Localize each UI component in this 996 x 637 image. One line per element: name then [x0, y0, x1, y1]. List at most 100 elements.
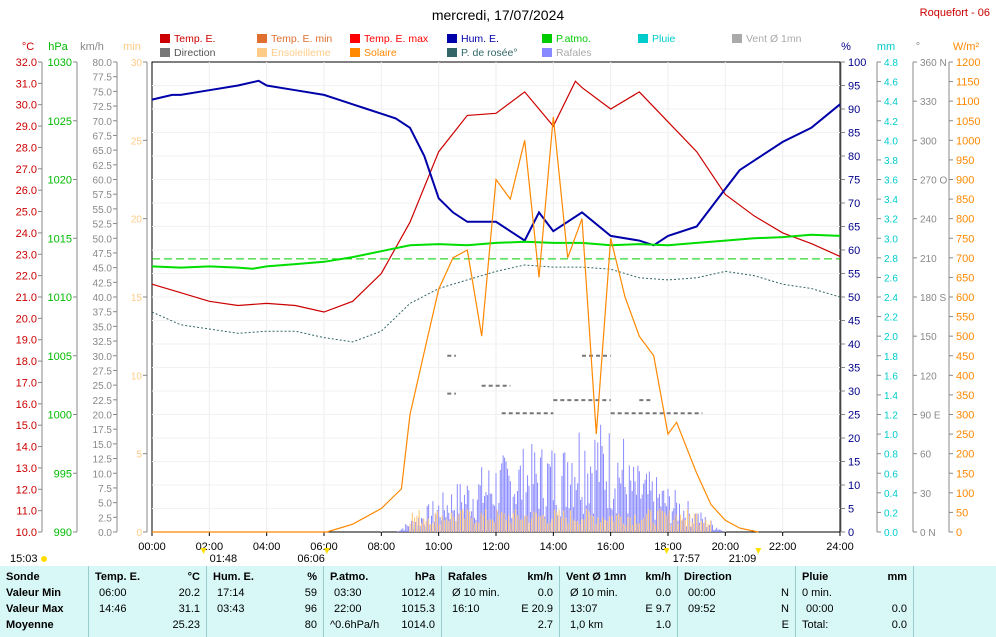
tick-label-temp: 19.0	[16, 335, 37, 347]
legend-label: Rafales	[556, 47, 592, 59]
hum-unit: %	[307, 571, 317, 583]
tick-label-solar: 400	[956, 370, 974, 382]
tick-label-wind: 70.0	[93, 117, 113, 128]
legend-swatch	[350, 48, 360, 57]
tick-label-temp: 26.0	[16, 185, 37, 197]
tick-label-rain: 0.4	[884, 489, 898, 500]
axes: 10.0 11.0 12.0 13.0 14.0 15.0 16.0 17.0 18.0 19.0…	[16, 57, 981, 553]
tmin-marker-icon	[200, 548, 207, 554]
x-tick-label: 08:00	[368, 541, 396, 553]
tick-label-pressure: 1020	[48, 175, 72, 187]
day-length-label: 15:03	[10, 553, 38, 565]
tick-label-wind: 60.0	[93, 176, 113, 187]
series-solaire	[152, 116, 759, 533]
tick-label-wind: 12.5	[93, 455, 113, 466]
series-temp-e-	[151, 80, 841, 313]
tick-label-solar: 0	[956, 527, 962, 539]
tick-label-humidity: 10	[848, 480, 860, 492]
x-tick-label: 04:00	[253, 541, 281, 553]
tick-label-temp: 24.0	[16, 228, 37, 240]
tick-label-direction: 330	[920, 97, 937, 108]
wind-title: Vent Ø 1mn	[566, 571, 627, 583]
legend-swatch	[638, 34, 648, 43]
legend-label: Temp. E. min	[271, 33, 332, 45]
tick-label-temp: 16.0	[16, 399, 37, 411]
tick-label-rain: 4.8	[884, 58, 898, 69]
tmin-marker-label: 01:48	[210, 553, 238, 565]
tick-label-humidity: 75	[848, 175, 860, 187]
tick-label-humidity: 70	[848, 198, 860, 210]
sun-markers: 06:06 21:09 01:48 17:57 15:03	[10, 548, 762, 565]
row-label-avg: Moyenne	[6, 619, 54, 631]
tick-label-wind: 5.0	[98, 499, 112, 510]
tick-label-solar: 600	[956, 292, 974, 304]
legend-label: Hum. E.	[461, 33, 499, 45]
tick-label-direction: 120	[920, 371, 937, 382]
tick-label-humidity: 35	[848, 363, 860, 375]
tick-label-wind: 80.0	[93, 58, 113, 69]
tick-label-sun_min: 30	[131, 58, 143, 69]
summary-dir: Direction 00:00 N 09:52 N E	[678, 566, 796, 637]
tick-label-wind: 67.5	[93, 131, 113, 142]
tick-label-wind: 65.0	[93, 146, 113, 157]
tick-label-humidity: 95	[848, 81, 860, 93]
tick-label-wind: 40.0	[93, 293, 113, 304]
tick-label-rain: 2.0	[884, 332, 898, 343]
summary-rain: Pluie mm 0 min. 00:00 0.0 Total: 0.0	[796, 566, 914, 637]
tick-label-temp: 28.0	[16, 142, 37, 154]
tick-label-humidity: 65	[848, 222, 860, 234]
tick-label-solar: 350	[956, 390, 974, 402]
axis-unit-label: °C	[22, 41, 34, 53]
tick-label-direction: 150	[920, 332, 937, 343]
tick-label-temp: 30.0	[16, 100, 37, 112]
tick-label-wind: 2.5	[98, 513, 112, 524]
axis-unit-label: hPa	[48, 41, 68, 53]
temp-min: 20.2	[178, 587, 200, 599]
tick-label-direction: 270 O	[920, 176, 947, 187]
tick-label-wind: 35.0	[93, 322, 113, 333]
tick-label-temp: 22.0	[16, 271, 37, 283]
rain-unit: mm	[887, 571, 907, 583]
tmax-marker-icon	[663, 548, 670, 554]
legend-swatch	[160, 48, 170, 57]
tick-label-rain: 1.8	[884, 352, 898, 363]
chart-legend: Temp. E. Temp. E. min Temp. E. max Hum. E. P…	[160, 33, 802, 59]
wind-max: E 9.7	[645, 603, 671, 615]
hum-min-time: 17:14	[217, 587, 245, 599]
tick-label-rain: 3.0	[884, 234, 898, 245]
weather-chart: mercredi, 17/07/2024 Roquefort - 06 Temp…	[10, 7, 990, 565]
hum-max: 96	[304, 603, 317, 615]
tick-label-solar: 1100	[956, 96, 980, 108]
dir-avg: E	[781, 619, 789, 631]
tick-label-humidity: 45	[848, 316, 860, 328]
wind-max-time: 13:07	[570, 603, 598, 615]
summary-gust: Rafales km/h Ø 10 min. 0.0 16:10 E 20.9 …	[442, 566, 560, 637]
tick-label-wind: 62.5	[93, 161, 113, 172]
tick-label-direction: 30	[920, 489, 932, 500]
tick-label-humidity: 80	[848, 151, 860, 163]
gust-max: E 20.9	[521, 603, 553, 615]
tick-label-direction: 210	[920, 254, 937, 265]
summary-temp: Temp. E. °C 06:00 20.2 14:46 31.1 25.23	[89, 566, 207, 637]
legend-label: Vent Ø 1mn	[746, 33, 802, 45]
tick-label-rain: 2.6	[884, 273, 898, 284]
tick-label-direction: 90 E	[920, 411, 941, 422]
x-tick-label: 20:00	[712, 541, 740, 553]
tick-label-sun_min: 5	[136, 450, 142, 461]
legend-swatch	[257, 48, 267, 57]
legend-label: Direction	[174, 47, 216, 59]
sun-icon	[41, 556, 47, 562]
tick-label-humidity: 50	[848, 292, 860, 304]
tick-label-rain: 3.2	[884, 215, 898, 226]
tick-label-sun_min: 15	[131, 293, 143, 304]
hum-min: 59	[304, 587, 317, 599]
tick-label-rain: 4.2	[884, 117, 898, 128]
tick-label-rain: 0.8	[884, 450, 898, 461]
gust-title: Rafales	[448, 571, 488, 583]
tick-label-direction: 240	[920, 215, 937, 226]
tick-label-solar: 200	[956, 449, 974, 461]
tick-label-rain: 1.4	[884, 391, 898, 402]
tick-label-wind: 50.0	[93, 234, 113, 245]
tick-label-humidity: 15	[848, 457, 860, 469]
axis-unit-label: mm	[877, 41, 895, 53]
